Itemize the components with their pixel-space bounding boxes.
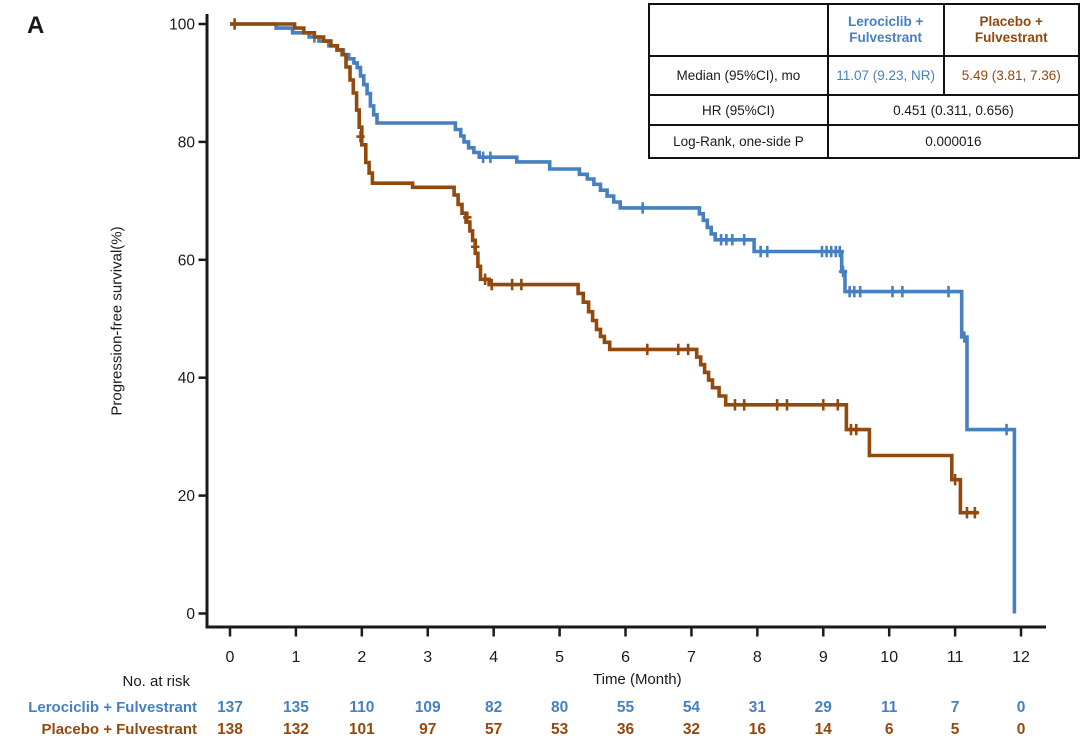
stats-median-row: Median (95%CI), mo 11.07 (9.23, NR) 5.49… [648, 55, 1080, 96]
stats-median-label: Median (95%CI), mo [648, 55, 829, 96]
risk-count: 57 [485, 721, 502, 738]
x-tick-label: 10 [880, 649, 898, 666]
risk-count: 36 [617, 721, 635, 738]
stats-median-lerociclib: 11.07 (9.23, NR) [826, 55, 945, 96]
risk-count: 11 [881, 699, 898, 716]
stats-header-lerociclib: Lerociclib + Fulvestrant [826, 3, 945, 57]
x-tick-label: 3 [423, 649, 432, 666]
risk-count: 53 [551, 721, 569, 738]
y-tick-label: 80 [178, 134, 196, 151]
x-tick-label: 11 [947, 649, 964, 666]
risk-count: 82 [485, 699, 502, 716]
stats-table: Lerociclib + Fulvestrant Placebo + Fulve… [648, 3, 1080, 159]
stats-header-row: Lerociclib + Fulvestrant Placebo + Fulve… [648, 3, 1080, 57]
stats-hr-label: HR (95%CI) [648, 94, 829, 126]
x-tick-label: 5 [555, 649, 564, 666]
risk-count: 135 [283, 699, 309, 716]
x-tick-label: 7 [687, 649, 696, 666]
risk-row-label-placebo: Placebo + Fulvestrant [41, 721, 197, 738]
risk-count: 97 [419, 721, 436, 738]
risk-count: 109 [415, 699, 441, 716]
x-tick-label: 1 [291, 649, 300, 666]
risk-row-label-lerociclib: Lerociclib + Fulvestrant [28, 699, 197, 716]
risk-count: 137 [217, 699, 243, 716]
x-tick-label: 12 [1012, 649, 1030, 666]
risk-table-title: No. at risk [122, 673, 190, 690]
stats-hr-value: 0.451 (0.311, 0.656) [826, 94, 1080, 126]
y-tick-label: 60 [178, 252, 196, 269]
risk-count: 80 [551, 699, 568, 716]
x-tick-label: 0 [226, 649, 235, 666]
risk-count: 55 [617, 699, 635, 716]
x-tick-label: 9 [819, 649, 828, 666]
y-tick-label: 20 [178, 488, 196, 505]
risk-count: 29 [815, 699, 833, 716]
risk-count: 7 [951, 699, 960, 716]
stats-corner-cell [648, 3, 829, 57]
stats-logrank-value: 0.000016 [826, 124, 1080, 159]
stats-logrank-row: Log-Rank, one-side P 0.000016 [648, 124, 1080, 159]
panel-label: A [27, 12, 45, 39]
risk-count: 54 [683, 699, 701, 716]
y-tick-label: 100 [169, 17, 195, 34]
y-tick-label: 40 [178, 370, 196, 387]
x-tick-label: 8 [753, 649, 762, 666]
risk-count: 138 [217, 721, 243, 738]
x-tick-label: 4 [489, 649, 498, 666]
x-tick-label: 2 [357, 649, 366, 666]
risk-count: 16 [749, 721, 767, 738]
y-tick-label: 0 [186, 606, 195, 623]
stats-logrank-label: Log-Rank, one-side P [648, 124, 829, 159]
risk-count: 5 [951, 721, 960, 738]
risk-count: 132 [283, 721, 309, 738]
x-tick-label: 6 [621, 649, 630, 666]
risk-count: 6 [885, 721, 894, 738]
risk-count: 0 [1017, 699, 1026, 716]
risk-count: 31 [749, 699, 767, 716]
y-axis-title: Progression-free survival(%) [108, 226, 126, 416]
risk-count: 0 [1017, 721, 1026, 738]
stats-header-placebo: Placebo + Fulvestrant [942, 3, 1080, 57]
x-axis-title: Time (Month) [593, 671, 682, 688]
stats-hr-row: HR (95%CI) 0.451 (0.311, 0.656) [648, 94, 1080, 126]
risk-count: 32 [683, 721, 700, 738]
stats-median-placebo: 5.49 (3.81, 7.36) [942, 55, 1080, 96]
risk-count: 110 [349, 699, 374, 716]
risk-count: 14 [815, 721, 833, 738]
risk-count: 101 [349, 721, 375, 738]
km-curve-placebo [230, 22, 979, 515]
